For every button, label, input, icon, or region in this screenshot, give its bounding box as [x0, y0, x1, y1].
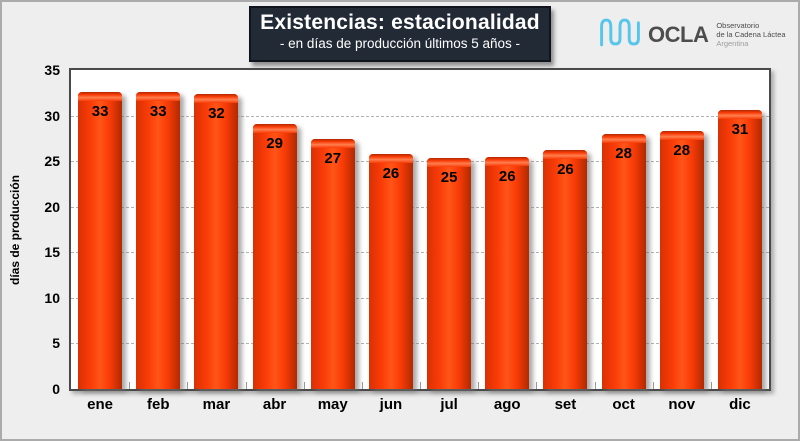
bar-top-bevel: [194, 93, 239, 103]
bar-value-label: 33: [91, 102, 109, 120]
bar-value-label: 32: [208, 104, 225, 122]
category-boundary-tick: [187, 382, 189, 389]
chart-title-box: Existencias: estacionalidad - en días de…: [249, 6, 551, 62]
org-line2: de la Cadena Láctea: [716, 30, 786, 39]
x-axis-label-nov: nov: [668, 396, 696, 413]
bar-top-bevel: [368, 153, 413, 163]
x-axis-label-feb: feb: [146, 396, 170, 413]
x-axis-label-jul: jul: [440, 396, 458, 413]
x-axis-labels: ene feb mar abr may jun jul ago set oct nov dic: [71, 396, 769, 416]
bar-value-label: 25: [440, 168, 458, 186]
bar-ago: 26: [485, 156, 530, 389]
y-tick-label: 10: [44, 289, 60, 306]
y-tick-label: 30: [44, 107, 60, 124]
gridline: [71, 297, 769, 299]
bar-value-label: 26: [498, 167, 516, 185]
category-boundary-tick: [594, 382, 596, 389]
wave-squiggle-icon: [597, 13, 643, 56]
x-axis-label-ago: ago: [493, 396, 521, 413]
category-boundary-tick: [420, 382, 421, 389]
bar-feb: 33: [136, 91, 181, 389]
bar-top-bevel: [659, 131, 704, 141]
bar-dic: 31: [717, 110, 762, 389]
bar-set: 26: [543, 150, 588, 389]
category-boundary-tick: [129, 382, 131, 389]
bar-may: 27: [310, 139, 355, 389]
bar-value-label: 28: [615, 144, 632, 162]
plot-area: 33 33 32 29 27 26 25 26 26 28 28 31: [69, 68, 771, 391]
y-tick-label: 15: [44, 244, 60, 261]
category-boundary-tick: [652, 382, 654, 389]
gridline: [71, 115, 769, 117]
bar-jun: 26: [368, 153, 413, 389]
bar-value-label: 29: [266, 134, 283, 152]
bar-nov: 28: [659, 131, 704, 389]
x-axis-label-mar: mar: [202, 396, 231, 413]
category-boundary-tick: [303, 382, 305, 389]
bar-top-bevel: [310, 139, 355, 149]
bar-oct: 28: [601, 133, 646, 389]
bar-value-label: 26: [382, 164, 400, 182]
y-tick-label: 20: [44, 198, 60, 215]
y-tick-label: 35: [44, 62, 60, 78]
bar-jul: 25: [427, 157, 472, 389]
y-tick-label: 5: [52, 335, 60, 352]
bar-top-bevel: [543, 150, 588, 160]
bar-value-label: 31: [731, 121, 749, 139]
x-axis-label-oct: oct: [612, 396, 635, 413]
category-boundary-tick: [536, 382, 538, 389]
y-tick-label: 0: [52, 381, 60, 397]
y-tick-label: 25: [44, 153, 60, 170]
x-axis-label-abr: abr: [262, 396, 287, 413]
category-boundary-tick: [710, 382, 712, 389]
bar-top-bevel: [78, 91, 123, 101]
bar-value-label: 27: [324, 150, 342, 168]
bar-top-bevel: [601, 133, 646, 143]
bar-top-bevel: [252, 123, 297, 133]
x-axis-label-jun: jun: [379, 396, 403, 413]
x-axis-label-may: may: [317, 396, 348, 413]
gridline: [71, 206, 769, 208]
x-axis-label-dic: dic: [729, 396, 751, 413]
chart-title: Existencias: estacionalidad: [260, 11, 540, 34]
category-boundary-tick: [478, 382, 480, 389]
category-boundary-tick: [245, 382, 247, 389]
bar-value-label: 26: [557, 161, 574, 179]
category-boundary-tick: [361, 382, 363, 389]
org-country: Argentina: [716, 39, 749, 48]
gridline: [71, 161, 769, 163]
gridline: [71, 343, 769, 345]
ocla-logo: OCLA Observatorio de la Cadena Láctea Ar…: [597, 13, 786, 56]
gridline: [71, 252, 769, 254]
bar-top-bevel: [427, 157, 472, 167]
bar-top-bevel: [136, 91, 181, 101]
bar-top-bevel: [485, 156, 530, 166]
ocla-wordmark: OCLA: [648, 21, 709, 47]
org-line1: Observatorio: [716, 21, 760, 30]
bar-abr: 29: [252, 123, 297, 389]
bar-value-label: 33: [149, 102, 167, 120]
bar-mar: 32: [194, 93, 239, 389]
ocla-org-text: Observatorio de la Cadena Láctea Argenti…: [716, 21, 785, 48]
x-axis-label-set: set: [554, 396, 577, 413]
chart-subtitle: - en días de producción últimos 5 años -: [279, 36, 521, 51]
bar-top-bevel: [717, 110, 762, 120]
bar-ene: 33: [78, 91, 123, 389]
bar-value-label: 28: [673, 142, 691, 160]
x-axis-label-ene: ene: [87, 396, 113, 413]
